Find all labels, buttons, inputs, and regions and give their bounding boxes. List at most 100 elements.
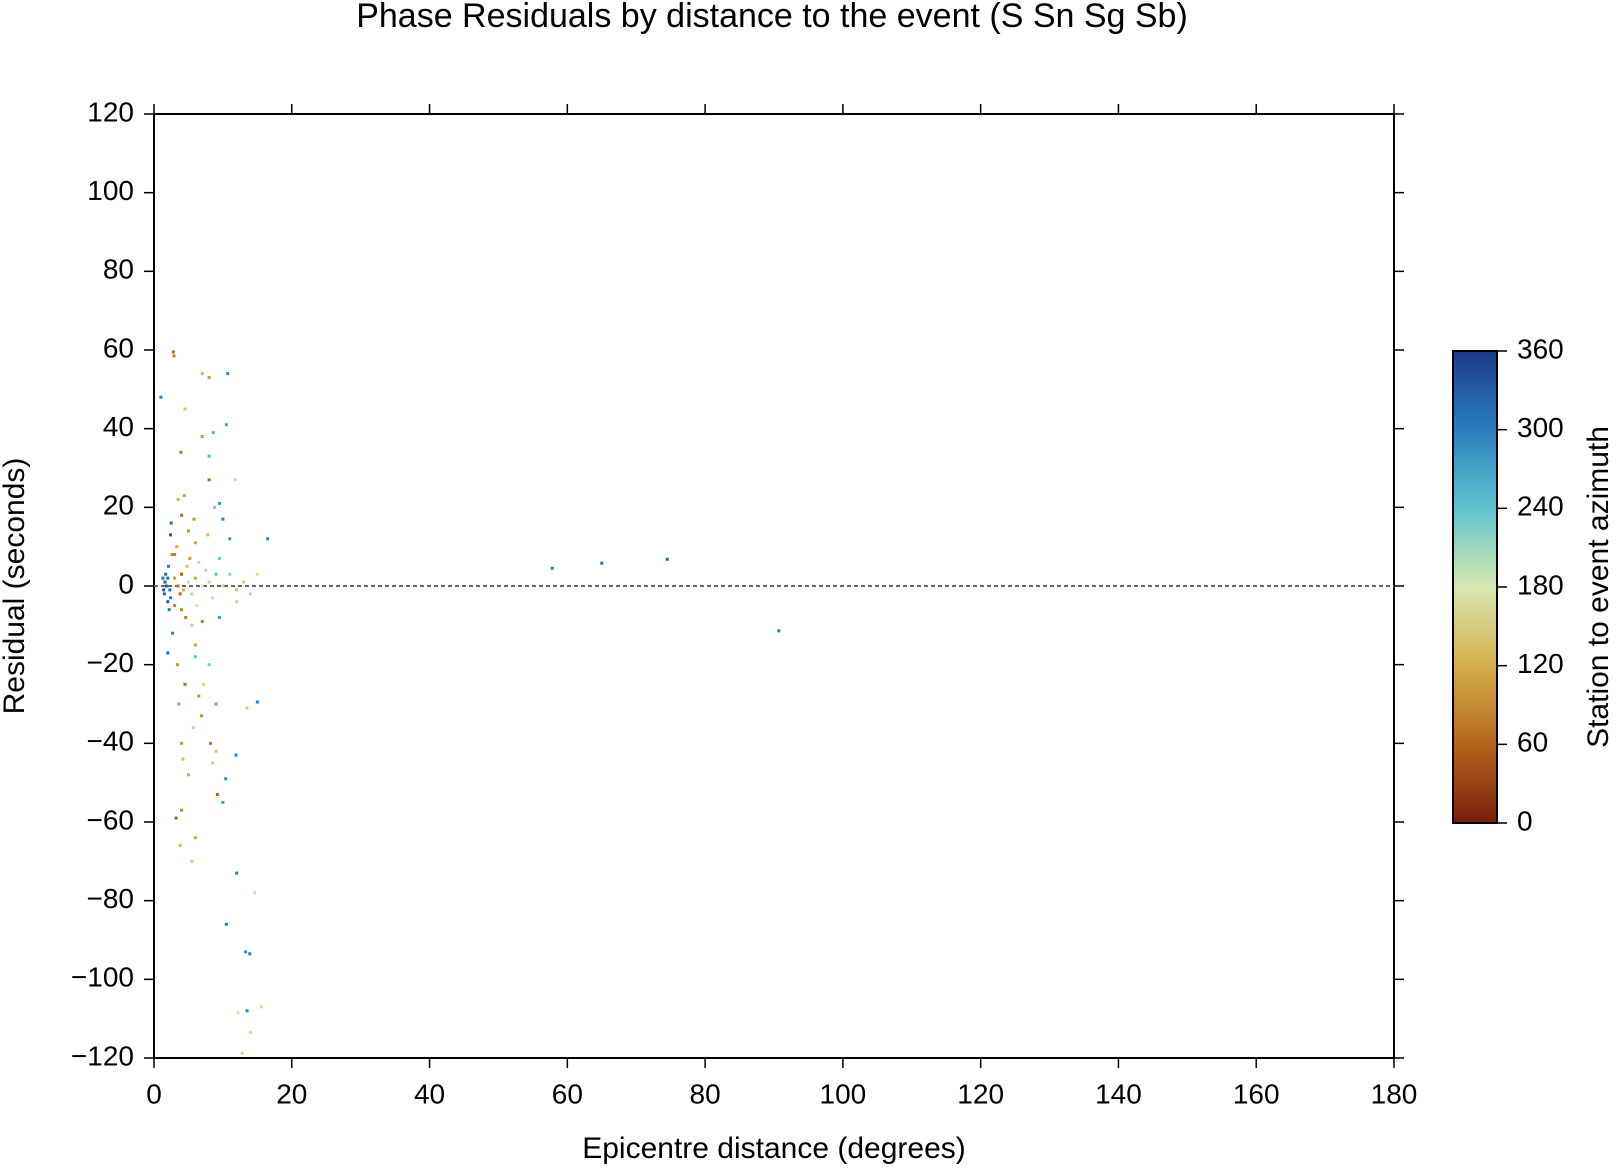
x-tick-label: 120	[957, 1078, 1004, 1109]
data-point	[169, 521, 173, 525]
data-point	[175, 663, 179, 667]
data-point	[208, 741, 212, 745]
y-axis-label: Residual (seconds)	[0, 458, 31, 715]
data-point	[175, 545, 179, 549]
data-point	[193, 655, 197, 659]
data-point	[207, 663, 211, 667]
y-tick-label: 0	[118, 568, 134, 599]
data-point	[166, 600, 170, 604]
data-point	[228, 537, 232, 541]
data-point	[204, 568, 208, 572]
data-point	[167, 608, 171, 612]
data-point	[550, 566, 554, 570]
data-point	[195, 604, 199, 608]
data-point	[200, 714, 204, 718]
data-point	[217, 501, 221, 505]
data-point	[179, 450, 183, 454]
data-point	[248, 1030, 252, 1034]
data-point	[215, 792, 219, 796]
data-point	[159, 395, 163, 399]
y-tick-label: 40	[103, 411, 134, 442]
data-point	[665, 557, 669, 561]
colorbar-tick-label: 120	[1517, 648, 1564, 679]
y-tick-label: 60	[103, 332, 134, 363]
data-point	[176, 584, 180, 588]
data-point	[173, 576, 177, 580]
data-point	[777, 629, 781, 633]
data-point	[221, 800, 225, 804]
data-point	[221, 517, 225, 521]
data-point	[213, 505, 217, 509]
data-point	[161, 576, 165, 580]
data-point	[235, 871, 239, 875]
y-tick-label: 20	[103, 490, 134, 521]
colorbar-tick-label: 60	[1517, 727, 1548, 758]
data-point	[180, 741, 184, 745]
data-point	[211, 596, 215, 600]
data-point	[180, 808, 184, 812]
data-point	[224, 423, 228, 427]
data-point	[244, 950, 248, 954]
data-point	[191, 726, 195, 730]
data-point	[164, 572, 168, 576]
data-point	[186, 529, 190, 533]
data-point	[224, 922, 228, 926]
data-point	[236, 1011, 240, 1015]
data-point	[200, 372, 204, 376]
y-tick-label: −60	[87, 804, 135, 835]
y-tick-label: 100	[87, 175, 134, 206]
data-point	[259, 1005, 263, 1009]
data-point	[248, 592, 252, 596]
x-axis-label: Epicentre distance (degrees)	[582, 1132, 966, 1165]
data-point	[217, 556, 221, 560]
x-tick-label: 40	[414, 1078, 445, 1109]
data-point	[214, 702, 218, 706]
data-point	[214, 572, 218, 576]
data-point	[234, 753, 238, 757]
colorbar-tick-label: 180	[1517, 569, 1564, 600]
data-point	[217, 615, 221, 619]
data-point	[233, 478, 237, 482]
data-point	[170, 553, 174, 557]
chart-title: Phase Residuals by distance to the event…	[356, 0, 1188, 35]
y-tick-label: −20	[87, 647, 135, 678]
data-point	[174, 816, 178, 820]
data-point	[171, 631, 175, 635]
data-point	[235, 600, 239, 604]
data-point	[169, 533, 173, 537]
data-point	[169, 596, 173, 600]
data-point	[211, 761, 215, 765]
y-tick-label: −80	[87, 883, 135, 914]
data-point	[192, 517, 196, 521]
colorbar-label: Station to event azimuth	[1582, 426, 1615, 748]
data-point	[600, 561, 604, 565]
data-point	[180, 513, 184, 517]
data-point	[185, 564, 189, 568]
data-point	[245, 1009, 249, 1013]
data-point	[180, 608, 184, 612]
data-point	[183, 682, 187, 686]
data-point	[211, 431, 215, 435]
data-point	[255, 700, 259, 704]
x-tick-label: 0	[146, 1078, 162, 1109]
data-point	[253, 891, 257, 895]
colorbar-tick-label: 0	[1517, 805, 1533, 836]
data-point	[245, 706, 249, 710]
data-point	[180, 572, 184, 576]
data-point	[166, 564, 170, 568]
data-point	[184, 615, 188, 619]
x-tick-label: 20	[276, 1078, 307, 1109]
y-tick-label: −120	[71, 1040, 134, 1071]
data-point	[162, 592, 166, 596]
data-point	[173, 604, 177, 608]
data-point	[186, 773, 190, 777]
data-point	[240, 1051, 244, 1055]
data-point	[177, 702, 181, 706]
data-point	[182, 588, 186, 592]
data-point	[168, 588, 172, 592]
colorbar-tick-label: 300	[1517, 412, 1564, 443]
y-tick-label: −100	[71, 962, 134, 993]
x-tick-label: 80	[690, 1078, 721, 1109]
data-point	[207, 454, 211, 458]
